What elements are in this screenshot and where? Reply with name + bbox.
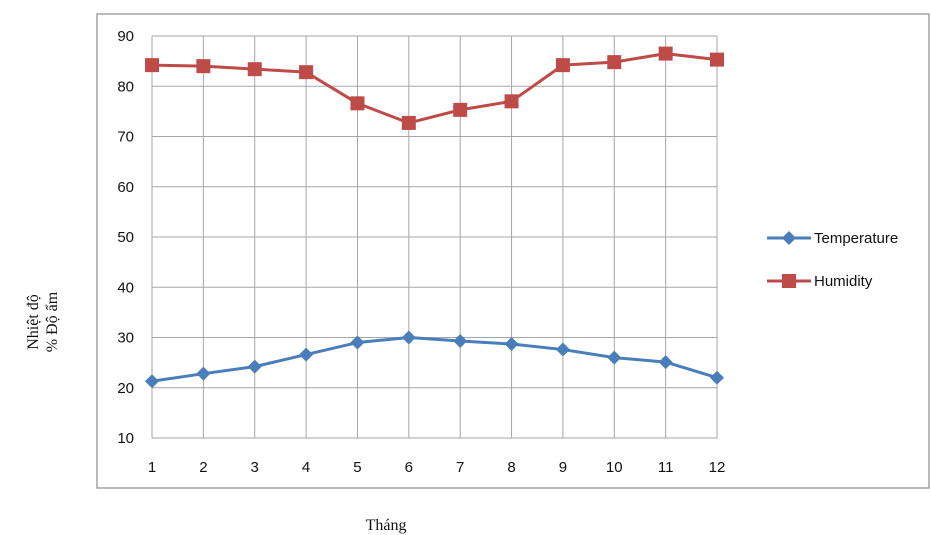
temperature-series [145, 330, 724, 389]
humidity-point [196, 59, 211, 74]
temperature-point [710, 370, 724, 385]
humidity-point [555, 58, 570, 73]
temperature-point [504, 337, 519, 352]
humidity-point [299, 65, 314, 80]
y-tick-label: 10 [117, 430, 134, 447]
y-tick-label: 20 [117, 380, 134, 397]
x-tick-label: 8 [507, 459, 515, 476]
temperature-point [350, 335, 365, 350]
y-tick-label: 90 [117, 28, 134, 45]
x-tick-label: 2 [199, 459, 207, 476]
x-tick-label: 1 [148, 459, 156, 476]
temperature-point [196, 366, 211, 381]
legend-label-temperature: Temperature [814, 230, 898, 247]
temperature-point [145, 374, 159, 389]
x-tick-label: 5 [353, 459, 361, 476]
x-tick-label: 9 [559, 459, 567, 476]
y-tick-label: 30 [117, 330, 134, 347]
legend-marker-temperature [782, 231, 796, 245]
humidity-point [504, 94, 519, 109]
humidity-line [151, 52, 718, 125]
y-tick-label: 50 [117, 229, 134, 246]
legend: Temperature Humidity [767, 230, 898, 290]
legend-marker-humidity [782, 274, 796, 288]
humidity-point [658, 46, 673, 61]
humidity-point [401, 115, 416, 130]
temperature-point [555, 342, 570, 357]
series-lines [145, 46, 724, 389]
humidity-point [145, 58, 159, 73]
temperature-line [151, 336, 718, 383]
humidity-point [607, 55, 622, 70]
legend-label-humidity: Humidity [814, 273, 873, 290]
y-tick-label: 40 [117, 279, 134, 296]
temperature-point [247, 359, 262, 374]
x-tick-label: 3 [251, 459, 259, 476]
chart-frame [96, 13, 930, 489]
humidity-point [453, 102, 468, 117]
x-axis-ticks: 1 2 3 4 5 6 7 8 9 10 11 12 [148, 459, 726, 476]
y-axis-title-line-2: % Độ ẩm [44, 291, 61, 352]
y-tick-label: 80 [117, 78, 134, 95]
temperature-point [658, 355, 673, 370]
temperature-point [607, 350, 622, 365]
humidity-series [145, 46, 724, 130]
y-axis-ticks: 10 20 30 40 50 60 70 80 90 [117, 28, 134, 447]
legend-item-temperature: Temperature [767, 230, 898, 247]
y-tick-label: 70 [117, 129, 134, 146]
humidity-point [710, 52, 724, 67]
temperature-point [401, 330, 416, 345]
y-axis-title: Nhiệt độ % Độ ẩm [25, 291, 61, 352]
temperature-point [453, 334, 468, 349]
legend-item-humidity: Humidity [767, 273, 873, 290]
x-tick-label: 11 [658, 459, 674, 476]
humidity-point [350, 96, 365, 111]
x-tick-label: 10 [606, 459, 623, 476]
x-tick-label: 12 [709, 459, 726, 476]
temperature-point [299, 347, 314, 362]
humidity-point [247, 62, 262, 77]
x-tick-label: 4 [302, 459, 310, 476]
x-axis-title: Tháng [366, 517, 407, 534]
y-axis-title-line-1: Nhiệt độ [25, 294, 42, 350]
x-tick-label: 7 [456, 459, 464, 476]
x-tick-label: 6 [405, 459, 413, 476]
gridlines [151, 35, 718, 439]
y-tick-label: 60 [117, 179, 134, 196]
